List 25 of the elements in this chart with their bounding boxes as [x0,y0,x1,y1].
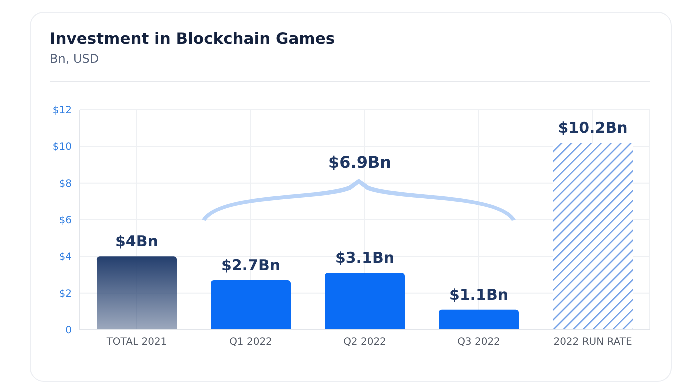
x-tick-label: TOTAL 2021 [106,337,168,348]
y-tick-label: $4 [59,252,72,264]
data-label: $10.2Bn [558,119,628,137]
y-tick-label: $6 [59,216,72,227]
data-label: $2.7Bn [221,256,281,274]
bar [211,280,291,330]
y-tick-label: $2 [59,288,72,300]
bar [97,256,177,330]
bar [439,310,519,330]
data-label: $3.1Bn [335,249,395,268]
x-tick-label: Q2 2022 [344,337,386,348]
x-tick-label: Q1 2022 [230,337,272,348]
y-tick-label: $8 [59,178,72,190]
y-tick-label: 0 [66,326,72,337]
y-tick-label: $12 [52,106,72,117]
x-tick-label: Q3 2022 [458,337,500,348]
annotation: $6.9Bn [327,153,393,172]
bar [325,273,405,330]
bar [553,143,633,330]
data-label: $4Bn [116,232,158,251]
data-label: $1.1Bn [449,286,509,304]
y-tick-label: $10 [52,142,72,154]
chart-title: Investment in Blockchain Games [50,30,336,48]
x-tick-label: 2022 RUN RATE [554,337,632,348]
chart-subtitle: Bn, USD [50,52,100,66]
